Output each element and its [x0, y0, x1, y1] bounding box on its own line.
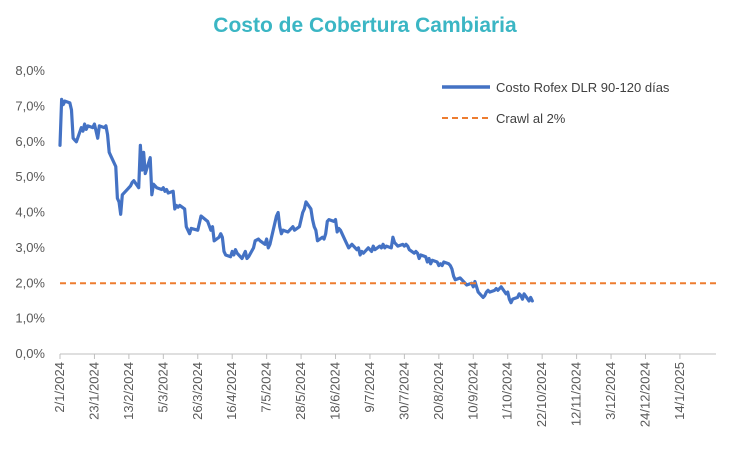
y-tick-label: 8,0% — [15, 63, 45, 78]
x-tick-label: 26/3/2024 — [190, 362, 205, 420]
x-axis: 2/1/2024 23/1/2024 13/2/2024 5/3/2024 26/3/2… — [52, 353, 716, 427]
y-tick-label: 3,0% — [15, 240, 45, 255]
x-tick-label: 1/10/2024 — [500, 362, 515, 420]
x-tick-label: 9/7/2024 — [362, 362, 377, 413]
legend-label: Crawl al 2% — [496, 111, 566, 126]
y-tick-label: 1,0% — [15, 311, 45, 326]
y-tick-label: 7,0% — [15, 98, 45, 113]
x-tick-label: 3/12/2024 — [603, 362, 618, 420]
y-tick-label: 6,0% — [15, 134, 45, 149]
x-tick-label: 30/7/2024 — [396, 362, 411, 420]
x-tick-label: 10/9/2024 — [465, 362, 480, 420]
rofex-cost-line — [58, 97, 534, 305]
x-tick-label: 28/5/2024 — [293, 362, 308, 420]
y-tick-label: 5,0% — [15, 169, 45, 184]
y-axis: 0,0% 1,0% 2,0% 3,0% 4,0% 5,0% 6,0% 7,0% 8,0% — [15, 63, 45, 361]
x-tick-label: 24/12/2024 — [637, 362, 652, 427]
legend: Costo Rofex DLR 90-120 días Crawl al 2% — [442, 80, 670, 126]
x-tick-label: 22/10/2024 — [534, 362, 549, 427]
x-tick-label: 14/1/2025 — [672, 362, 687, 420]
y-tick-label: 0,0% — [15, 346, 45, 361]
chart-title: Costo de Cobertura Cambiaria — [213, 14, 517, 37]
series-layer — [58, 97, 716, 305]
legend-label: Costo Rofex DLR 90-120 días — [496, 80, 670, 95]
x-tick-label: 20/8/2024 — [431, 362, 446, 420]
y-tick-label: 2,0% — [15, 275, 45, 290]
x-tick-label: 16/4/2024 — [224, 362, 239, 420]
x-tick-label: 5/3/2024 — [155, 362, 170, 413]
x-tick-label: 13/2/2024 — [121, 362, 136, 420]
x-tick-label: 23/1/2024 — [86, 362, 101, 420]
y-tick-label: 4,0% — [15, 205, 45, 220]
x-tick-label: 18/6/2024 — [328, 362, 343, 420]
x-tick-label: 2/1/2024 — [52, 362, 67, 413]
x-tick-label: 7/5/2024 — [259, 362, 274, 413]
x-tick-label: 12/11/2024 — [569, 362, 584, 426]
